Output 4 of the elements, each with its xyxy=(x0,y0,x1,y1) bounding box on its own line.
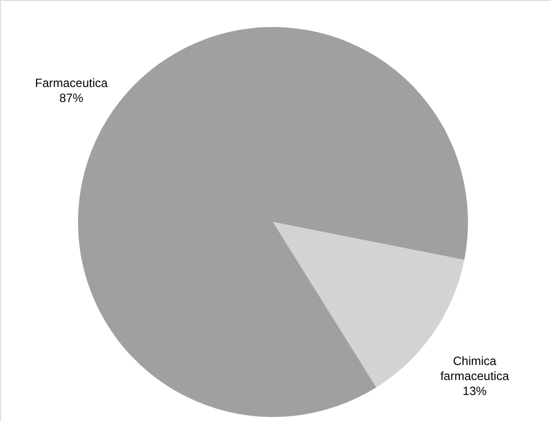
slice-label: Farmaceutica xyxy=(34,76,108,90)
data-label: 87% xyxy=(59,90,84,105)
data-label: 13% xyxy=(462,384,487,398)
slice-label: Chimica farmaceutica xyxy=(440,354,510,384)
